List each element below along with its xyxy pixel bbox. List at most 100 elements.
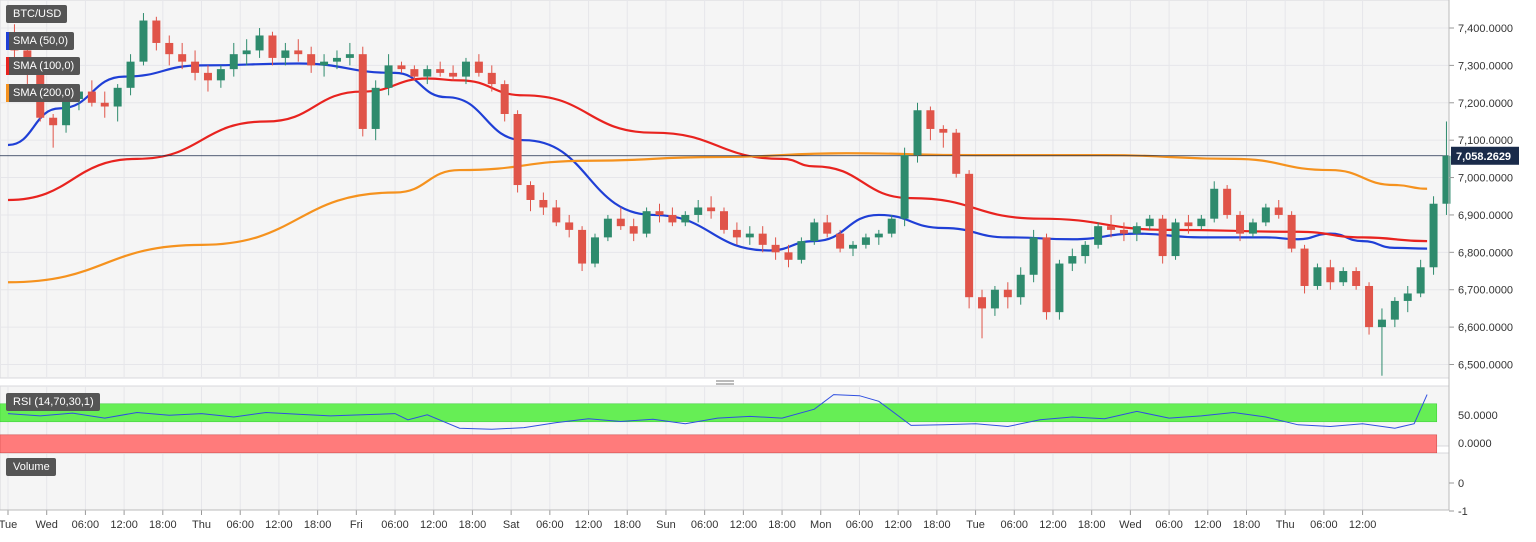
- candle-body: [823, 222, 832, 234]
- sma100-swatch: [6, 57, 9, 75]
- candle: [1365, 282, 1374, 335]
- candle: [1416, 259, 1425, 298]
- candle: [410, 65, 419, 81]
- candle: [384, 54, 393, 96]
- time-tick-label: Wed: [35, 519, 57, 531]
- candle: [1055, 259, 1064, 320]
- candle: [100, 91, 109, 118]
- price-tick-label: 7,300.0000: [1458, 60, 1513, 72]
- time-tick-label: 06:00: [691, 519, 719, 531]
- candle: [720, 207, 728, 234]
- candle-body: [1416, 267, 1425, 294]
- symbol-tag[interactable]: BTC/USD: [6, 5, 68, 23]
- candle: [887, 214, 896, 238]
- rsi-tag[interactable]: RSI (14,70,30,1): [6, 393, 100, 411]
- time-tick-label: 06:00: [1310, 519, 1338, 531]
- candle-body: [720, 211, 728, 230]
- candle: [1339, 267, 1348, 286]
- candle-body: [668, 214, 677, 223]
- sma200-tag[interactable]: SMA (200,0): [6, 84, 81, 102]
- candle: [1094, 222, 1103, 249]
- candle: [1429, 196, 1438, 275]
- candle-body: [887, 218, 896, 234]
- price-tick-label: 7,100.0000: [1458, 135, 1513, 147]
- candle: [836, 229, 845, 253]
- candle: [565, 214, 574, 238]
- candle-body: [152, 20, 161, 43]
- candle: [603, 214, 612, 242]
- candle-body: [139, 20, 148, 62]
- candle-body: [307, 54, 316, 66]
- candle: [281, 42, 290, 66]
- sma-line-200: [7, 152, 1428, 284]
- candle: [732, 222, 741, 245]
- price-tick-label: 7,000.0000: [1458, 173, 1513, 185]
- candle: [952, 128, 961, 178]
- candle-body: [1339, 271, 1348, 283]
- time-tick-label: 18:00: [768, 519, 796, 531]
- candle: [1261, 203, 1270, 227]
- candle-body: [474, 61, 483, 73]
- candle: [1119, 222, 1128, 242]
- candle: [513, 110, 522, 193]
- sma100-label: SMA (100,0): [13, 60, 75, 72]
- candle: [320, 54, 329, 77]
- price-tick-label: 7,400.0000: [1458, 23, 1513, 35]
- candle-body: [990, 289, 999, 309]
- sma200-label: SMA (200,0): [13, 87, 75, 99]
- candle-body: [1081, 244, 1090, 257]
- time-tick-label: 12:00: [110, 519, 138, 531]
- time-tick-label: Thu: [1276, 519, 1295, 531]
- candle-body: [1390, 300, 1399, 320]
- candle: [1390, 297, 1399, 328]
- candle-body: [332, 57, 341, 62]
- candle-body: [694, 207, 703, 215]
- candle: [797, 237, 806, 264]
- time-tick-label: 12:00: [730, 519, 758, 531]
- time-tick-label: Thu: [192, 519, 211, 531]
- candle: [849, 241, 858, 257]
- candle: [1377, 308, 1386, 376]
- candle: [861, 233, 870, 249]
- candle-body: [1377, 319, 1386, 328]
- candle-body: [732, 229, 741, 238]
- price-tick-label: 6,900.0000: [1458, 210, 1513, 222]
- sma100-tag[interactable]: SMA (100,0): [6, 57, 81, 75]
- candle: [694, 199, 703, 223]
- sma50-tag[interactable]: SMA (50,0): [6, 32, 75, 50]
- time-tick-label: 12:00: [1194, 519, 1222, 531]
- time-tick-label: 06:00: [381, 519, 409, 531]
- candle: [913, 102, 922, 163]
- time-tick-label: 18:00: [149, 519, 177, 531]
- rsi-tick-label: 0.0000: [1458, 438, 1492, 450]
- candle-body: [1171, 222, 1180, 257]
- candle: [539, 192, 548, 215]
- volume-tag[interactable]: Volume: [6, 458, 56, 476]
- candle: [1081, 241, 1090, 264]
- time-tick-label: 18:00: [923, 519, 951, 531]
- candle: [1003, 282, 1012, 309]
- candle: [578, 226, 587, 272]
- time-tick-label: 06:00: [1001, 519, 1029, 531]
- candle-body: [1313, 267, 1322, 286]
- candle: [500, 80, 509, 122]
- candle-body: [1145, 218, 1154, 227]
- candle: [1171, 218, 1180, 260]
- candle: [307, 46, 316, 73]
- sma50-swatch: [6, 32, 9, 50]
- sma50-label: SMA (50,0): [13, 35, 69, 47]
- time-tick-label: 18:00: [304, 519, 332, 531]
- candle-body: [784, 252, 793, 260]
- candle: [1158, 214, 1167, 264]
- candle-body: [771, 244, 780, 253]
- candle: [332, 50, 341, 70]
- candle: [487, 65, 496, 92]
- candle-body: [707, 207, 716, 212]
- candle-body: [616, 218, 625, 227]
- candle-body: [191, 61, 200, 73]
- time-tick-label: Tue: [0, 519, 17, 531]
- candle: [1326, 259, 1335, 290]
- candle-body: [384, 65, 393, 88]
- candle: [203, 65, 212, 92]
